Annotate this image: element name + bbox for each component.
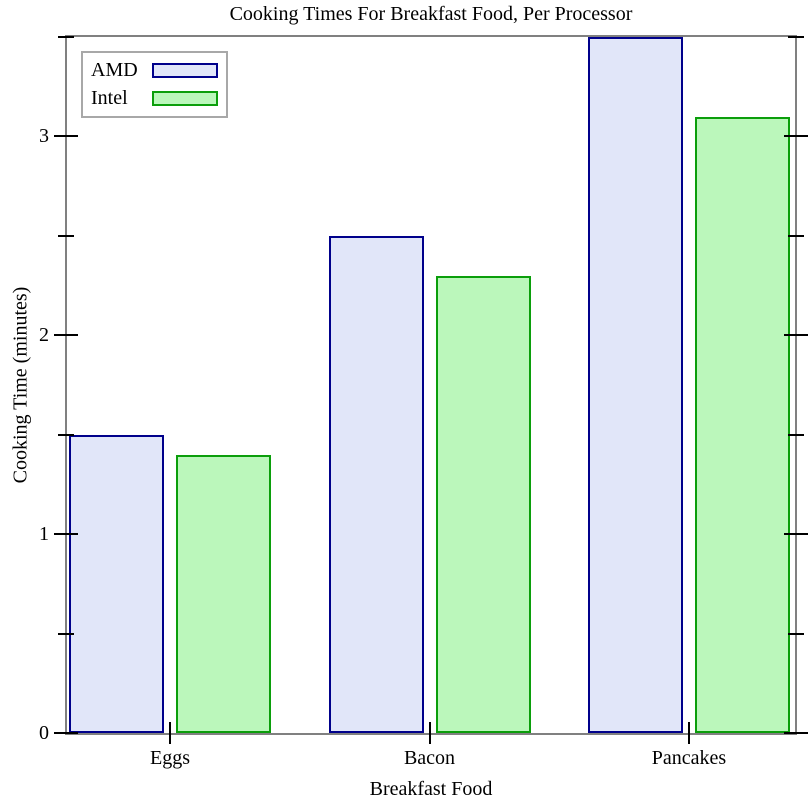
y-tick-label: 2 — [39, 324, 49, 347]
legend-item-intel: Intel — [91, 84, 218, 112]
y-major-tick-left — [54, 334, 78, 337]
y-minor-tick-right — [788, 234, 804, 237]
x-tick-label-eggs: Eggs — [150, 747, 190, 769]
y-minor-tick-left — [58, 632, 74, 635]
legend-label-amd: AMD — [91, 59, 138, 81]
y-major-tick-right — [784, 334, 808, 337]
bar-intel-bacon — [435, 275, 531, 733]
bar-intel-eggs — [176, 454, 271, 733]
x-tick-eggs — [169, 722, 171, 744]
bar-amd-pancakes — [588, 37, 683, 733]
y-minor-tick-right — [788, 632, 804, 635]
y-tick-label: 3 — [39, 125, 49, 148]
chart-title: Cooking Times For Breakfast Food, Per Pr… — [229, 3, 633, 25]
legend: AMD Intel — [81, 51, 228, 118]
y-major-tick-left — [54, 533, 78, 536]
y-axis-label: Cooking Time (minutes) — [9, 286, 32, 484]
y-major-tick-right — [784, 732, 808, 734]
x-tick-pancakes — [688, 722, 690, 744]
bar-intel-pancakes — [695, 116, 790, 733]
y-minor-tick-left — [58, 433, 74, 436]
y-tick-label: 1 — [39, 523, 49, 546]
y-major-tick-left — [54, 732, 78, 734]
x-tick-bacon — [428, 722, 431, 744]
x-tick-label-bacon: Bacon — [403, 747, 456, 769]
y-major-tick-left — [54, 135, 78, 138]
y-tick-label: 0 — [39, 722, 49, 744]
y-major-tick-right — [784, 533, 808, 536]
y-minor-tick-left — [58, 36, 74, 38]
x-tick-label-pancakes: Pancakes — [651, 747, 727, 769]
legend-swatch-intel — [152, 90, 218, 106]
legend-swatch-amd — [152, 62, 218, 78]
legend-label-intel: Intel — [91, 87, 128, 109]
y-major-tick-right — [784, 135, 808, 138]
y-minor-tick-right — [788, 433, 804, 436]
bar-amd-bacon — [328, 235, 424, 733]
plot-inner: 0 1 2 3 Eggs Bacon Pancakes — [39, 36, 808, 769]
x-axis-label: Breakfast Food — [369, 778, 493, 800]
y-minor-tick-left — [58, 234, 74, 237]
y-minor-tick-right — [788, 36, 804, 38]
legend-item-amd: AMD — [91, 56, 218, 84]
plot-area: 0 1 2 3 Eggs Bacon Pancakes AMD Intel Breakfas… — [39, 35, 808, 800]
bar-amd-eggs — [69, 434, 164, 733]
